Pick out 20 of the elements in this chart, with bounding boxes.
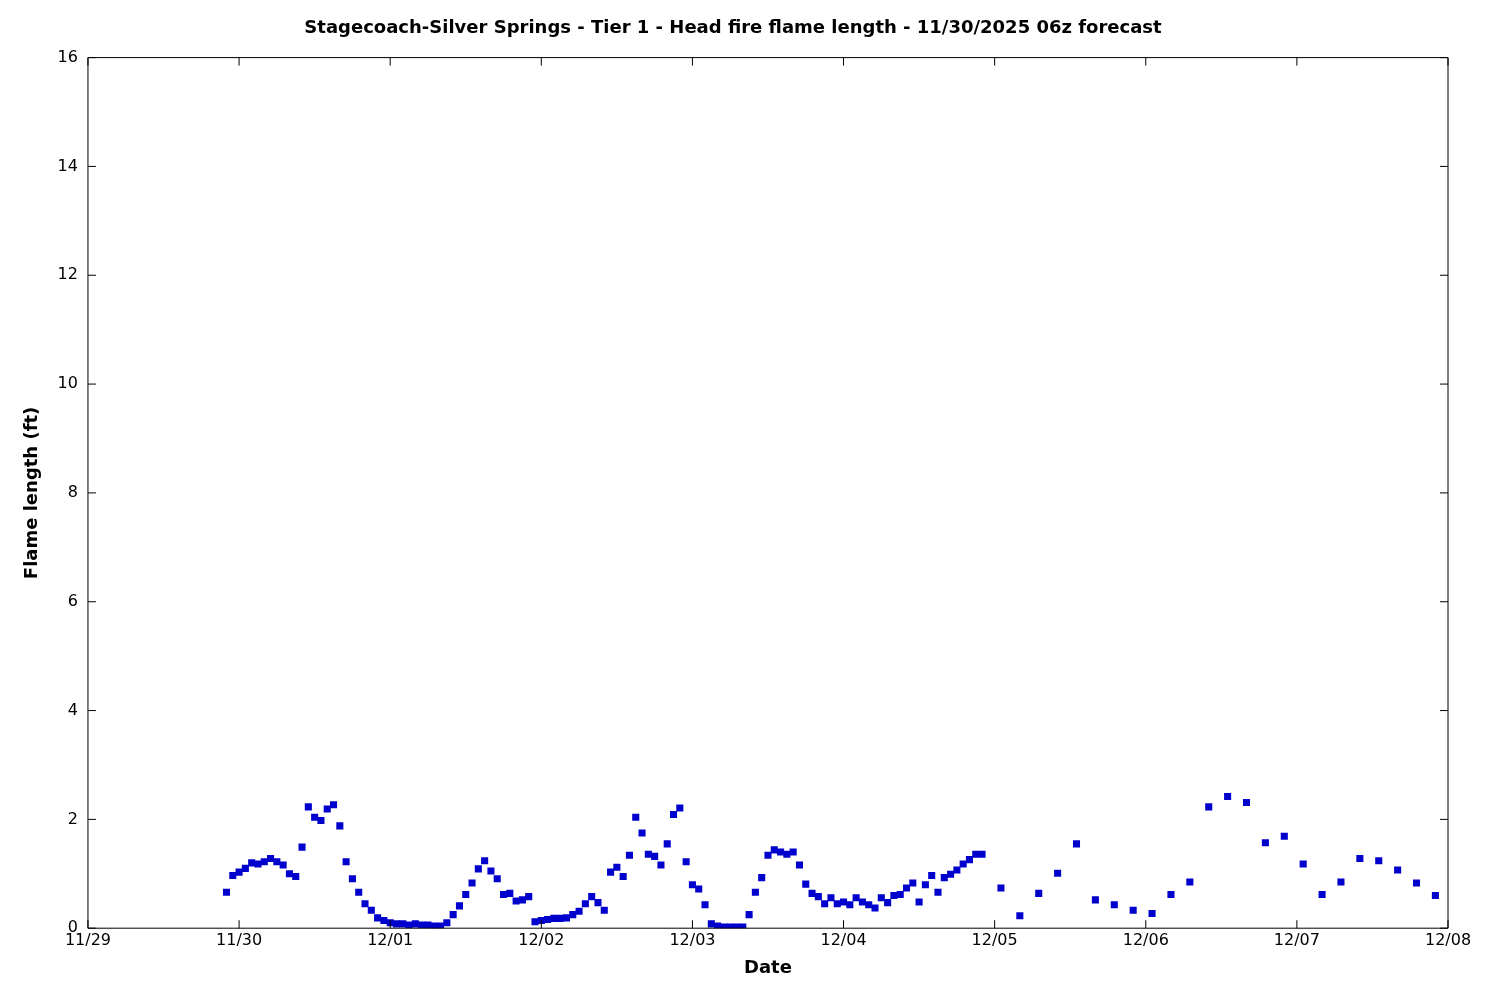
x-tick-label: 12/06: [1122, 929, 1169, 949]
x-tick-label: 12/08: [1424, 929, 1472, 949]
y-tick-label: 4: [67, 699, 78, 719]
y-tick-label: 6: [67, 590, 78, 610]
y-axis-title: Flame length (ft): [20, 406, 42, 580]
y-tick-label: 12: [57, 264, 78, 284]
chart-title: Stagecoach-Silver Springs - Tier 1 - Head fire flame length - 11/30/2025 06z forecast: [304, 16, 1163, 38]
x-axis-title: Date: [744, 955, 792, 977]
y-tick-label: 2: [67, 808, 78, 828]
y-tick-label: 10: [57, 373, 78, 393]
x-tick-label: 12/03: [669, 929, 716, 949]
x-tick-label: 12/04: [820, 929, 867, 949]
y-tick-label: 14: [57, 155, 78, 175]
y-tick-label: 16: [57, 46, 78, 66]
y-tick-label: 8: [67, 482, 78, 502]
x-tick-label: 12/07: [1273, 929, 1320, 949]
x-tick-label: 11/30: [216, 929, 263, 949]
x-tick-label: 12/01: [367, 929, 414, 949]
x-tick-label: 12/05: [971, 929, 1018, 949]
x-tick-label: 12/02: [518, 929, 565, 949]
